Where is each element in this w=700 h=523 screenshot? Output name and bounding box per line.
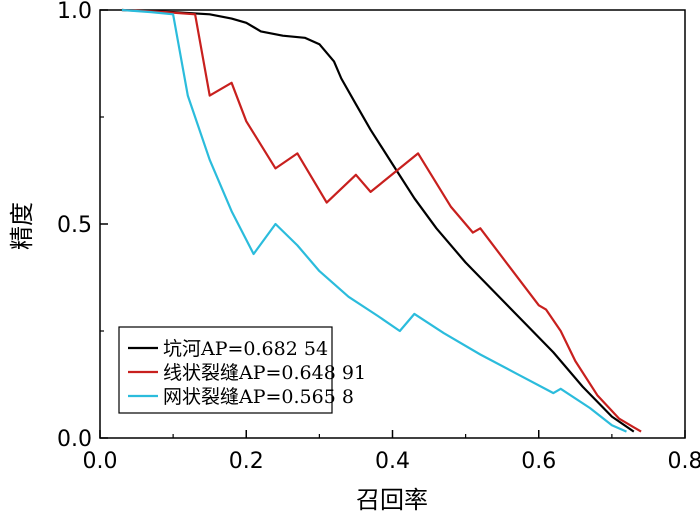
x-axis-title: 召回率 bbox=[356, 486, 428, 514]
y-tick-label: 0.0 bbox=[57, 427, 92, 452]
y-axis-title: 精度 bbox=[8, 202, 36, 250]
legend: 坑河AP=0.682 54 线状裂缝AP=0.648 91 网状裂缝AP=0.5… bbox=[118, 326, 366, 414]
axis-ticks bbox=[99, 9, 686, 439]
x-tick-label: 0.6 bbox=[521, 449, 556, 474]
x-tick-label: 0.4 bbox=[375, 449, 410, 474]
axis-tick-labels: 0.0 0.2 0.4 0.6 0.8 0.0 0.5 1.0 bbox=[57, 0, 700, 474]
series-lines bbox=[121, 8, 642, 433]
x-tick-label: 0.0 bbox=[83, 449, 118, 474]
y-tick-label: 0.5 bbox=[57, 213, 92, 238]
y-tick-label: 1.0 bbox=[57, 0, 92, 24]
series-line-pit bbox=[121, 8, 635, 433]
x-tick-label: 0.8 bbox=[668, 449, 700, 474]
legend-label-pit: 坑河AP=0.682 54 bbox=[163, 338, 328, 360]
x-tick-label: 0.2 bbox=[229, 449, 264, 474]
series-line-mesh-crack bbox=[121, 8, 627, 433]
legend-label-mesh-crack: 网状裂缝AP=0.565 8 bbox=[163, 386, 354, 408]
legend-box bbox=[118, 326, 333, 414]
legend-label-linear-crack: 线状裂缝AP=0.648 91 bbox=[163, 362, 366, 384]
series-line-linear-crack bbox=[121, 8, 642, 433]
